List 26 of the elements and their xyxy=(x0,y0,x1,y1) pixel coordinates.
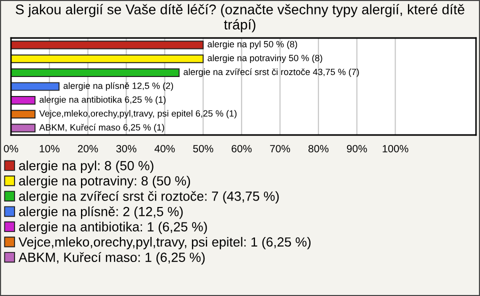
data-label: alergie na antibiotika 6,25 % (1) xyxy=(40,96,166,105)
data-label: ABKM, Kuřecí maso 6,25 % (1) xyxy=(39,124,164,132)
legend-label: alergie na antibiotika: 1 (6,25 %) xyxy=(19,222,207,234)
chart-title: S jakou alergií se Vaše dítě léčí? (označte všechny typy alergií, které dítě trápí) xyxy=(16,4,464,32)
data-label: alergie na pyl 50 % (8) xyxy=(208,40,298,50)
data-label: Vejce,mleko,orechy,pyl,travy, psi epitel 6,25 % (1) xyxy=(39,110,236,118)
x-tick-label: 30% xyxy=(116,144,136,152)
legend-label: alergie na pyl: 8 (50 %) xyxy=(19,160,154,173)
x-tick-label: 40% xyxy=(154,144,175,152)
x-tick-label: 100% xyxy=(382,144,408,152)
data-label: alergie na potraviny 50 % (8) xyxy=(208,54,322,63)
x-tick-label: 50% xyxy=(193,144,214,152)
x-tick-label: 0% xyxy=(4,144,18,152)
x-tick-label: 80% xyxy=(308,144,328,152)
legend-label: alergie na zvířecí srst či roztoče: 7 (43,75 %) xyxy=(19,191,279,204)
x-tick-label: 90% xyxy=(346,144,367,152)
data-label: alergie na plísně 12,5 % (2) xyxy=(64,82,174,91)
legend-label: Vejce,mleko,orechy,pyl,travy, psi epitel: 1 (6,25 %) xyxy=(18,236,311,250)
x-tick-label: 10% xyxy=(40,144,60,152)
legend-label: alergie na plísně: 2 (12,5 %) xyxy=(19,206,183,219)
x-tick-label: 70% xyxy=(270,144,290,152)
legend-label: ABKM, Kuřecí maso: 1 (6,25 %) xyxy=(18,252,205,265)
legend-label: alergie na potraviny: 8 (50 %) xyxy=(19,176,190,188)
x-tick-label: 20% xyxy=(78,144,98,152)
x-tick-label: 60% xyxy=(232,144,252,152)
data-label: alergie na zvířecí srst či roztoče 43,75 % (7) xyxy=(184,68,359,77)
